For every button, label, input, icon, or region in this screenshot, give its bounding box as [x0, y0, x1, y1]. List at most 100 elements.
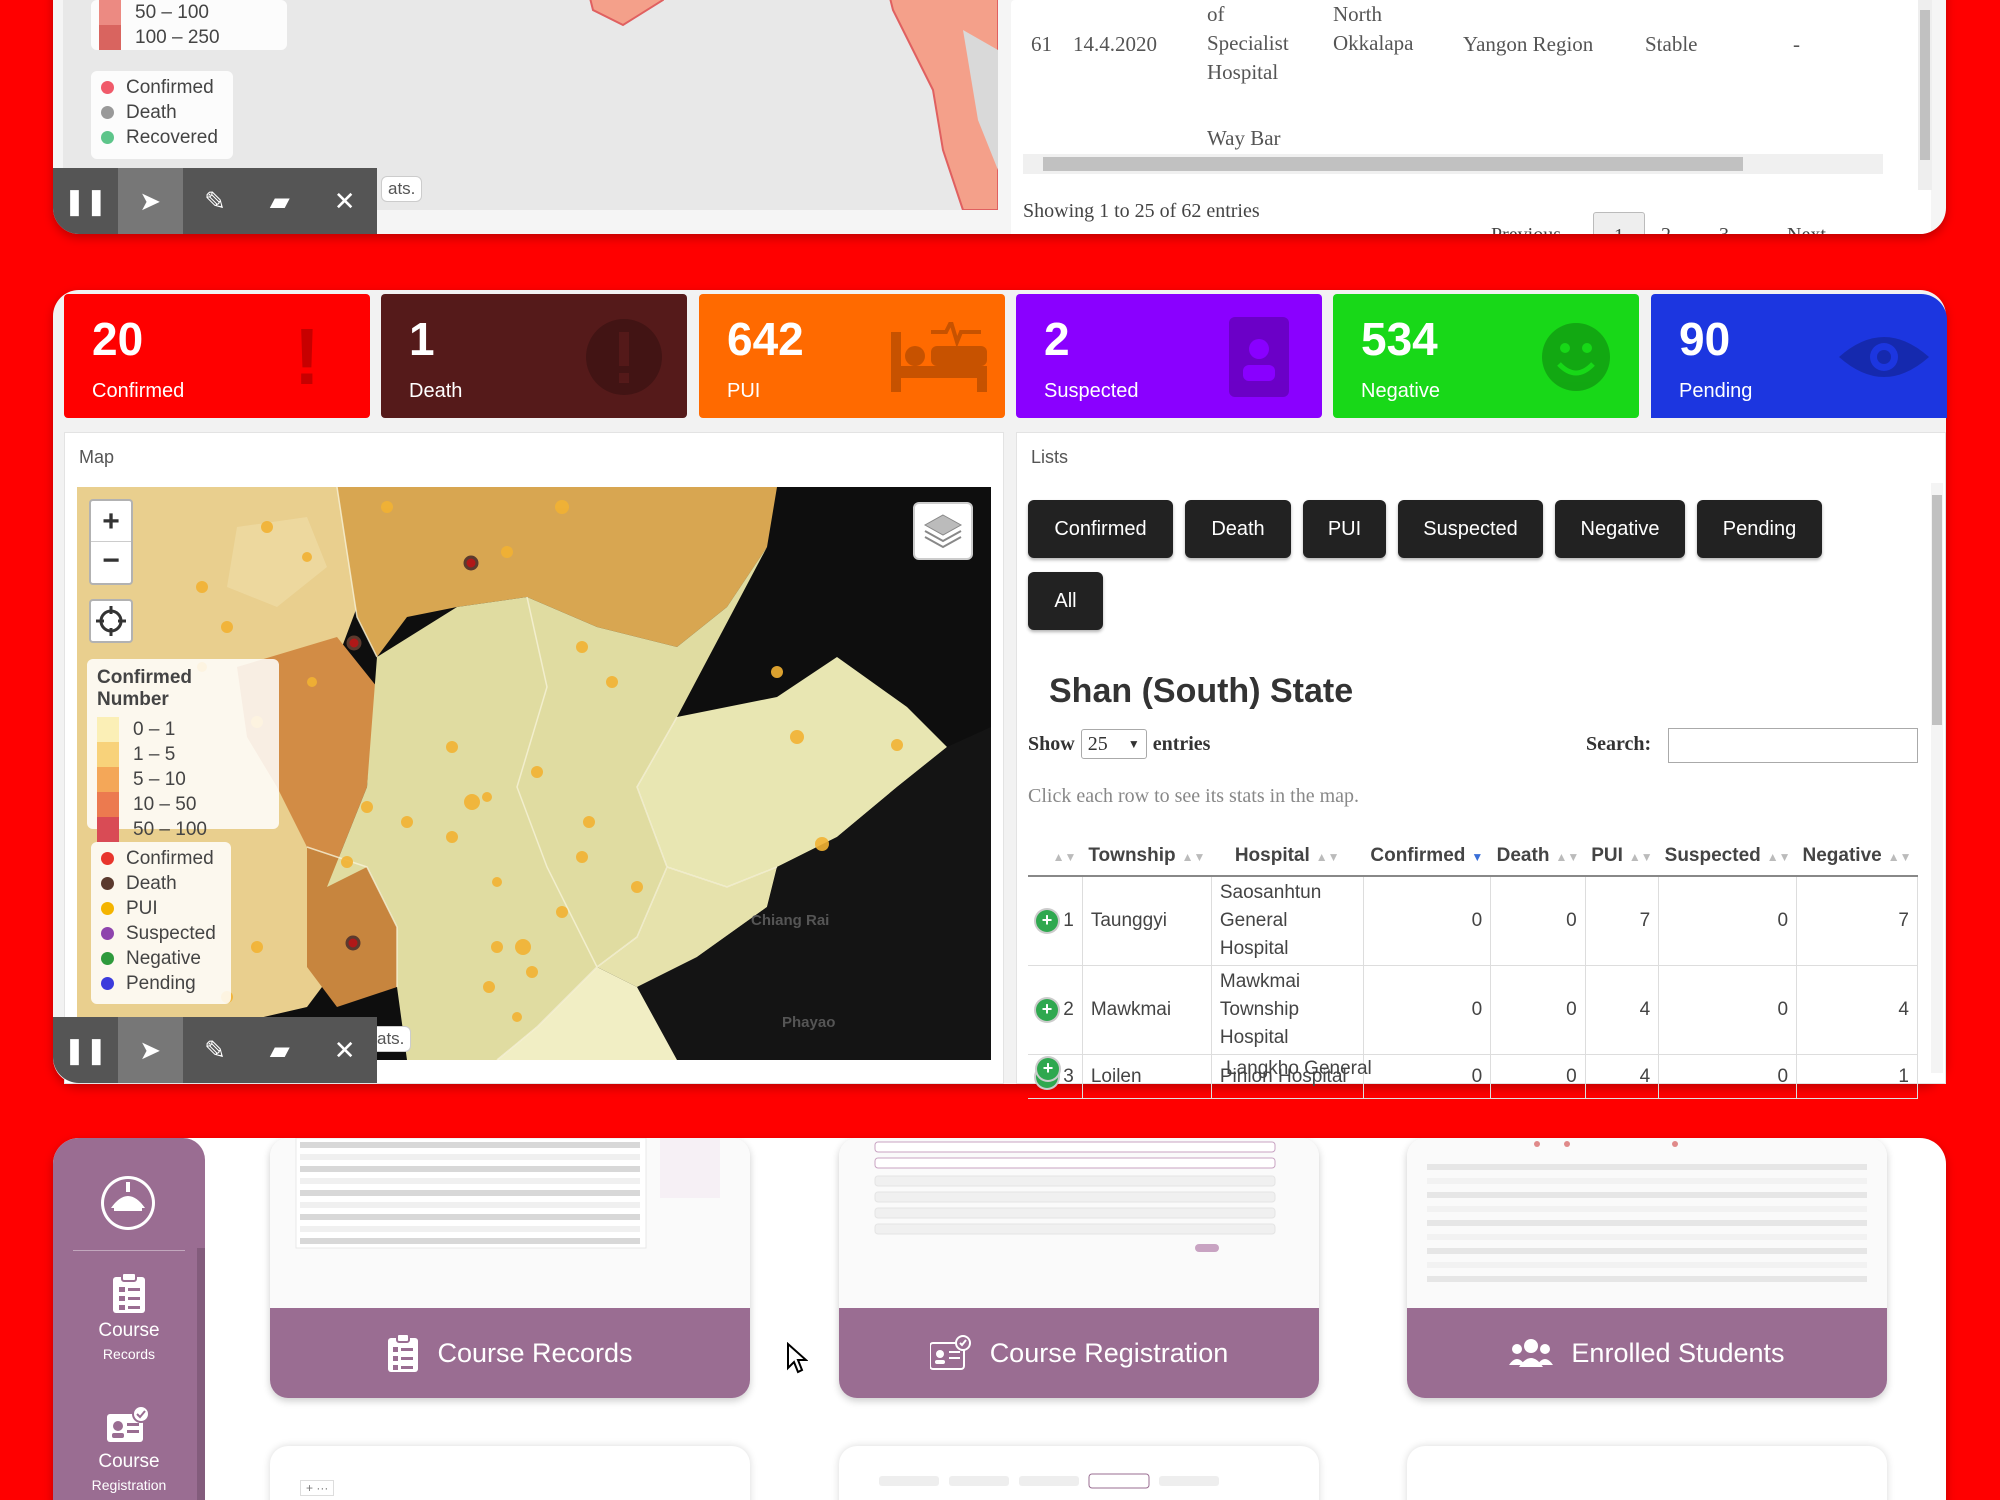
cell-expand[interactable]: + 1 — [1028, 876, 1083, 966]
pointer-icon[interactable]: ➤ — [117, 168, 183, 234]
pen-icon[interactable]: ✎ — [204, 185, 226, 216]
col-suspected[interactable]: Suspected ▲▼ — [1658, 836, 1797, 877]
col-confirmed[interactable]: Confirmed ▼ — [1363, 836, 1491, 877]
expand-plus-icon[interactable]: + — [1036, 999, 1058, 1021]
table-row[interactable]: 61 14.4.2020 of Specialist Hospital Nort… — [1023, 0, 1883, 105]
cell-confirmed: 0 — [1363, 1054, 1492, 1099]
course-records-preview — [270, 1138, 750, 1308]
cell-death: 0 — [1490, 1054, 1586, 1099]
stat-card-negative[interactable]: 534 Negative — [1333, 294, 1639, 418]
feature-card-course-registration[interactable]: Course Registration — [839, 1138, 1319, 1398]
stats-tag-button[interactable]: ats. — [381, 176, 423, 202]
stat-card-confirmed[interactable]: 20 Confirmed ! — [64, 294, 370, 418]
filter-pui-button[interactable]: PUI — [1303, 500, 1386, 558]
sort-icon: ▲▼ — [1887, 849, 1912, 864]
locate-button[interactable] — [89, 599, 133, 643]
feature-bar[interactable]: Enrolled Students — [1407, 1308, 1887, 1398]
table-row[interactable]: + 2 Mawkmai Mawkmai Township Hospital 0 … — [1028, 965, 1918, 1055]
col-pui[interactable]: PUI ▲▼ — [1585, 836, 1659, 877]
enrolled-students-preview — [1407, 1138, 1887, 1308]
stat-label: Death — [409, 380, 463, 402]
stat-card-death[interactable]: 1 Death — [381, 294, 687, 418]
zoom-out-button[interactable]: − — [102, 544, 120, 577]
map-range-legend: Confirmed Number 0 – 1 1 – 5 5 – 10 10 –… — [87, 659, 279, 842]
sort-icon: ▲▼ — [1315, 849, 1340, 864]
cell-expand[interactable]: + 2 — [1028, 965, 1083, 1055]
cell-negative: 1 — [1796, 1054, 1918, 1099]
filter-pending-button[interactable]: Pending — [1697, 500, 1822, 558]
feature-card-course-records[interactable]: Course Records — [270, 1138, 750, 1398]
filter-all-button[interactable]: All — [1028, 572, 1103, 630]
cell-confirmed: 0 — [1363, 876, 1492, 966]
registration-card-icon — [929, 1335, 971, 1370]
stat-card-pending[interactable]: 90 Pending — [1651, 294, 1947, 418]
stat-value: 2 — [1044, 313, 1070, 365]
search-input[interactable] — [1668, 728, 1918, 763]
filter-confirmed-button[interactable]: Confirmed — [1028, 500, 1173, 558]
bed-icon — [891, 312, 987, 402]
close-icon[interactable]: ✕ — [333, 185, 356, 216]
sidebar-scrollbar[interactable] — [197, 1248, 205, 1500]
preview-table-image — [295, 1138, 720, 1249]
legend-row: Pending — [101, 971, 221, 996]
preview-list-image — [874, 1141, 1276, 1252]
scrollbar-thumb[interactable] — [1932, 495, 1942, 725]
col-township[interactable]: Township ▲▼ — [1082, 836, 1212, 877]
col-death[interactable]: Death ▲▼ — [1490, 836, 1586, 877]
filter-death-button[interactable]: Death — [1185, 500, 1291, 558]
col-hospital[interactable]: Hospital ▲▼ — [1211, 836, 1363, 877]
horizontal-scrollbar[interactable] — [1023, 154, 1883, 174]
feature-card-enrolled-students[interactable]: Enrolled Students — [1407, 1138, 1887, 1398]
page-3-link[interactable]: 3 — [1719, 224, 1729, 234]
lists-scrollbar[interactable] — [1931, 483, 1943, 1073]
stat-card-pui[interactable]: 642 PUI — [699, 294, 1005, 418]
stat-card-suspected[interactable]: 2 Suspected — [1016, 294, 1322, 418]
filter-suspected-button[interactable]: Suspected — [1398, 500, 1543, 558]
feature-bar[interactable]: Course Registration — [839, 1308, 1319, 1398]
add-button[interactable]: + ··· — [300, 1480, 335, 1496]
expand-plus-icon[interactable]: + — [1036, 910, 1058, 932]
table-row[interactable]: + 3 Loilen Pinlon Hospital 0 0 4 0 1 — [1028, 1054, 1918, 1099]
clipboard-list-icon — [388, 1334, 419, 1372]
pen-icon[interactable]: ✎ — [204, 1034, 226, 1065]
feature-label: Course Records — [437, 1337, 633, 1368]
scrollbar-thumb[interactable] — [1920, 10, 1930, 160]
legend-range-label: 5 – 10 — [133, 768, 186, 790]
feature-card-partial[interactable] — [1407, 1446, 1887, 1500]
zoom-in-button[interactable]: + — [91, 501, 131, 542]
mouse-cursor-icon — [786, 1341, 809, 1379]
layers-button[interactable] — [913, 502, 973, 560]
pause-icon[interactable]: ❚❚ — [63, 185, 108, 216]
scrollbar-thumb[interactable] — [1043, 157, 1743, 171]
table-info: Showing 1 to 25 of 62 entries — [1023, 200, 1260, 222]
page-2-link[interactable]: 2 — [1661, 224, 1671, 234]
feature-card-partial[interactable]: + ··· — [270, 1446, 750, 1500]
partial-row-plus-icon[interactable]: + — [1037, 1058, 1059, 1080]
pointer-icon[interactable]: ➤ — [117, 1017, 183, 1083]
feature-card-partial[interactable] — [839, 1446, 1319, 1500]
feature-bar[interactable]: Course Records — [270, 1308, 750, 1398]
covid-map[interactable]: Chiang Rai Phayao + − Confirmed Number 0… — [77, 487, 991, 1060]
sidebar-item-course-records[interactable]: Course Records — [53, 1272, 205, 1362]
cell-pui: 4 — [1585, 1054, 1660, 1099]
cell-extra: - — [1793, 32, 1800, 56]
legend-status-label: Confirmed — [126, 76, 214, 98]
close-icon[interactable]: ✕ — [333, 1034, 356, 1065]
page-1-button[interactable]: 1 — [1593, 212, 1645, 234]
table-row[interactable]: + 1 Taunggyi Saosanhtun General Hospital… — [1028, 876, 1918, 966]
vertical-scrollbar[interactable] — [1918, 0, 1932, 190]
sidebar-item-course-registration[interactable]: Course Registration — [53, 1405, 205, 1493]
pause-icon[interactable]: ❚❚ — [63, 1034, 108, 1065]
sidebar-item-label: Course — [98, 1451, 160, 1472]
sort-icon: ▲▼ — [1181, 849, 1206, 864]
prev-page-link[interactable]: Previous — [1491, 224, 1561, 234]
next-page-link[interactable]: Next — [1787, 224, 1826, 234]
entries-select[interactable]: 25 ▼ — [1080, 729, 1147, 759]
highlighter-icon[interactable]: ▰ — [269, 1034, 290, 1065]
filter-negative-button[interactable]: Negative — [1555, 500, 1685, 558]
highlighter-icon[interactable]: ▰ — [269, 185, 290, 216]
cell-negative: 7 — [1796, 876, 1918, 966]
cell-no: 61 — [1031, 32, 1052, 56]
col-negative[interactable]: Negative ▲▼ — [1796, 836, 1918, 877]
legend-row: Confirmed — [101, 75, 223, 100]
